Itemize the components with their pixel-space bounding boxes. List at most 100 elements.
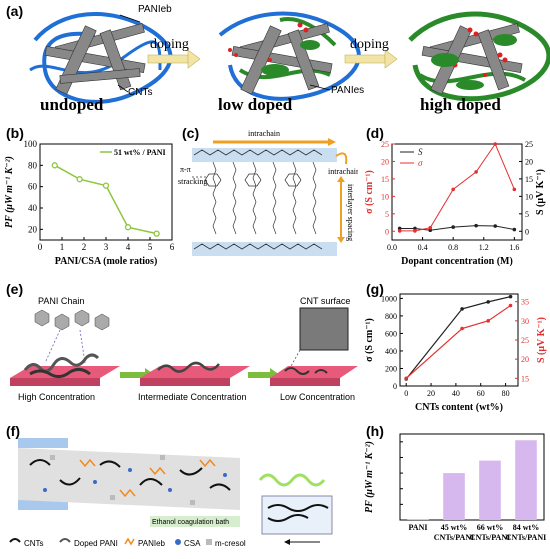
y-right-tick-label: 25 [525, 140, 533, 149]
panel-e-illustration: (e) PANI Chain CNT su [0, 278, 360, 408]
y-left-axis-label: σ (S cm⁻¹) [364, 318, 375, 362]
data-point [77, 177, 82, 182]
x-axis-label: PANI/CSA (mole ratios) [55, 256, 158, 267]
x-tick-label: 0.0 [387, 243, 397, 252]
pani-chain-label: PANI Chain [38, 296, 84, 306]
data-point [486, 319, 490, 323]
plot-frame [40, 144, 172, 240]
label-low-concentration: Low Concentration [280, 392, 355, 402]
x-tick-label: 2 [82, 242, 87, 252]
plot-frame [392, 144, 522, 240]
panel-d-label: (d) [366, 125, 384, 141]
doping-arrow-2 [345, 50, 397, 68]
doping-arrow-1 [148, 50, 200, 68]
stage-undoped: undoped [40, 95, 104, 114]
legend-label: 51 wt% / PANI [114, 148, 166, 157]
pi-pi-label: π-π [180, 165, 191, 174]
fiber [260, 475, 324, 485]
intrachain-arrow-right [336, 153, 346, 164]
data-point [52, 163, 57, 168]
legend-label: S [418, 147, 423, 157]
side-chains [205, 162, 316, 234]
x-tick-label: 1.6 [509, 243, 519, 252]
legend-panieb-icon [125, 539, 134, 544]
panel-c-label: (c) [182, 125, 199, 141]
doping-label-1: doping [150, 37, 189, 52]
y-left-tick-label: 0 [393, 382, 397, 391]
data-point [413, 229, 417, 233]
legend-csa: CSA [184, 539, 201, 548]
y-right-axis-label: S (μV K⁻¹) [536, 317, 547, 363]
x-tick-label: 3 [104, 242, 109, 252]
cnt-surface-image [300, 308, 348, 350]
y-right-tick-label: 30 [521, 317, 529, 326]
cnt-surface-label: CNT surface [300, 296, 350, 306]
y-right-tick-label: 35 [521, 298, 529, 307]
legend-m-cresol: m-cresol [215, 539, 246, 548]
series-line [55, 165, 157, 233]
x-tick-label: 20 [427, 389, 435, 398]
y-left-tick-label: 200 [385, 364, 397, 373]
substrate-low [270, 366, 358, 386]
y-left-tick-label: 10 [381, 192, 389, 201]
doping-label-2: doping [350, 37, 389, 52]
data-point [428, 226, 432, 230]
x-tick-label: 0.4 [418, 243, 428, 252]
substrate-high [10, 355, 120, 386]
legend-cnts: CNTs [24, 539, 44, 548]
x-tick-label: 6 [170, 242, 175, 252]
bath-label: Ethanol coagulation bath [152, 519, 229, 526]
y-left-axis-label: σ (S cm⁻¹) [364, 170, 375, 214]
y-left-tick-label: 400 [385, 347, 397, 356]
data-point [126, 225, 131, 230]
x-tick-label: 0 [404, 389, 408, 398]
data-point [486, 300, 490, 304]
substrate-intermediate [140, 363, 250, 386]
panel-b-label: (b) [6, 125, 24, 141]
category-label: 66 wt% [477, 523, 503, 532]
y-tick-label: 100 [24, 139, 38, 149]
data-point [513, 188, 517, 192]
y-tick-label: 40 [28, 203, 38, 213]
legend-m-cresol-icon [206, 539, 212, 545]
x-tick-label: 60 [477, 389, 485, 398]
interlayer-label: interlayer spacing [346, 184, 355, 241]
x-tick-label: 1.2 [479, 243, 489, 252]
legend-doped-pani-icon [60, 539, 70, 542]
stage-low-doped: low doped [218, 95, 293, 114]
x-tick-label: 0.8 [448, 243, 458, 252]
series-line [400, 144, 515, 231]
y-right-axis-label: S (μV K⁻¹) [535, 169, 546, 215]
top-backbone [192, 148, 337, 162]
x-tick-label: 1 [60, 242, 65, 252]
legend-label: σ [418, 158, 423, 168]
bar [515, 440, 537, 520]
category-label: CNTs/PANI [470, 533, 510, 542]
panel-a: (a) PANIeb CNTs undoped doping [0, 0, 550, 118]
y-tick-label: 20 [28, 224, 38, 234]
y-left-tick-label: 15 [381, 175, 389, 184]
bar [479, 461, 501, 520]
data-point [493, 224, 497, 228]
category-label: CNTs/PANI [434, 533, 474, 542]
label-intermediate-concentration: Intermediate Concentration [138, 392, 247, 402]
x-tick-label: 40 [452, 389, 460, 398]
y-right-tick-label: 20 [521, 355, 529, 364]
pani-chain-molecule [35, 310, 109, 330]
y-right-tick-label: 0 [525, 227, 529, 236]
data-point [474, 224, 478, 228]
panel-f: (f) Ethanol coagulation bath CNTs Doped … [0, 420, 360, 554]
category-label: PANI [409, 523, 428, 532]
x-tick-label: 5 [148, 242, 153, 252]
data-point [154, 231, 159, 236]
y-right-tick-label: 15 [521, 374, 529, 383]
data-point [513, 228, 517, 232]
legend-doped-pani: Doped PANI [74, 539, 118, 548]
label-high-concentration: High Concentration [18, 392, 95, 402]
